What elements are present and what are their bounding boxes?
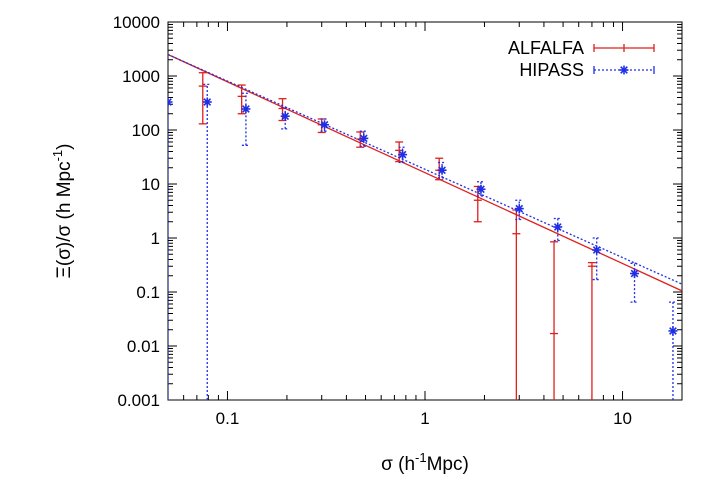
hipass-data-point bbox=[437, 161, 447, 179]
hipass-data-point bbox=[168, 97, 173, 400]
y-tick-label: 1 bbox=[151, 229, 160, 248]
alfalfa-data-point bbox=[550, 241, 559, 400]
plot-frame bbox=[167, 21, 683, 401]
hipass-marker-d2 bbox=[515, 204, 524, 213]
hipass-marker-d2 bbox=[553, 223, 562, 231]
hipass-marker-d2 bbox=[592, 246, 601, 254]
hipass-marker-d2 bbox=[438, 166, 446, 175]
y-axis-label-text-end: ) bbox=[54, 144, 75, 150]
hipass-marker-d2 bbox=[398, 150, 407, 159]
x-tick-label: 0.1 bbox=[216, 409, 240, 428]
hipass-marker-d2 bbox=[203, 98, 212, 106]
plot-area bbox=[168, 53, 682, 400]
y-tick-label: 100 bbox=[132, 121, 160, 140]
hipass-data-point bbox=[241, 92, 251, 146]
x-tick-label: 10 bbox=[613, 409, 632, 428]
alfalfa-fit-line bbox=[168, 53, 682, 292]
hipass-marker-d2 bbox=[281, 112, 290, 121]
x-axis-label: σ (h-1Mpc) bbox=[381, 450, 469, 475]
y-tick-label: 10 bbox=[141, 175, 160, 194]
hipass-marker-d2 bbox=[242, 105, 250, 113]
hipass-marker-d1 bbox=[168, 100, 172, 106]
hipass-data-point bbox=[398, 146, 408, 164]
hipass-data-point bbox=[592, 237, 602, 281]
y-tick-label: 0.1 bbox=[136, 283, 160, 302]
y-tick-label: 10000 bbox=[113, 13, 160, 32]
hipass-data-point bbox=[359, 130, 369, 147]
hipass-marker-d2 bbox=[359, 134, 368, 143]
hipass-data-point bbox=[668, 301, 678, 400]
hipass-fit-line bbox=[168, 53, 682, 285]
hipass-data-point bbox=[630, 262, 640, 303]
hipass-marker-d2 bbox=[630, 269, 639, 278]
alfalfa-data-point bbox=[198, 72, 207, 125]
hipass-data-point bbox=[476, 181, 486, 197]
legend-label-alfalfa: ALFALFA bbox=[508, 38, 584, 58]
hipass-data-point bbox=[280, 106, 290, 130]
y-tick-label: 0.01 bbox=[127, 337, 160, 356]
x-axis-label-text: σ (h bbox=[381, 454, 415, 475]
hipass-marker-d2 bbox=[477, 185, 485, 194]
x-tick-label: 1 bbox=[420, 409, 429, 428]
hipass-marker-d2 bbox=[168, 98, 172, 104]
hipass-data-point bbox=[202, 83, 212, 400]
y-axis-label-text: Ξ(σ)/σ (h Mpc bbox=[54, 161, 75, 278]
y-tick-label: 1000 bbox=[122, 67, 160, 86]
y-tick-label: 0.001 bbox=[117, 391, 160, 410]
alfalfa-data-point bbox=[512, 209, 521, 400]
y-axis-label-sup: -1 bbox=[50, 150, 65, 162]
legend-marker-hipass-d2 bbox=[620, 66, 628, 74]
hipass-marker-d2 bbox=[320, 120, 329, 129]
hipass-marker-d2 bbox=[669, 327, 677, 335]
x-axis-label-text-end: Mpc) bbox=[427, 454, 469, 475]
alfalfa-data-point bbox=[587, 261, 596, 400]
hipass-data-point bbox=[320, 118, 330, 132]
y-axis-label: Ξ(σ)/σ (h Mpc-1) bbox=[50, 144, 75, 279]
legend-label-hipass: HIPASS bbox=[519, 60, 584, 80]
hipass-data-point bbox=[514, 199, 524, 221]
x-axis-label-sup: -1 bbox=[415, 450, 427, 465]
hipass-data-point bbox=[553, 217, 563, 242]
